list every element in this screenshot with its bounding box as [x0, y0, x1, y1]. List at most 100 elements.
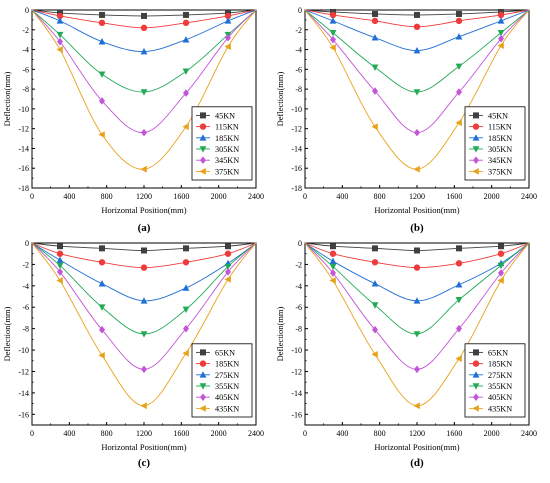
legend-label: 45KN [488, 111, 508, 120]
legend-marker [199, 168, 206, 175]
legend-marker [199, 123, 207, 130]
data-point [455, 260, 463, 267]
legend-label: 435KN [488, 404, 512, 413]
legend-label: 375KN [215, 167, 239, 176]
data-point [497, 11, 505, 19]
legend-marker [472, 360, 480, 367]
data-point [414, 365, 420, 374]
x-tick-label: 2000 [211, 192, 227, 201]
data-point [413, 89, 421, 96]
y-tick-label: -18 [291, 184, 302, 193]
legend-label: 185KN [488, 134, 512, 143]
legend-marker [473, 349, 479, 356]
x-tick-label: 0 [303, 192, 307, 201]
data-point [183, 245, 189, 252]
x-tick-label: 1600 [446, 192, 462, 201]
data-point [371, 17, 379, 25]
data-point [140, 24, 148, 31]
data-point [456, 245, 462, 252]
x-axis-label: Horizontal Position(mm) [101, 442, 186, 452]
data-point [413, 264, 421, 271]
y-axis-label: Deflection(mm) [2, 306, 12, 361]
x-tick-label: 2400 [521, 429, 537, 438]
data-point [141, 365, 147, 374]
data-point [140, 297, 148, 304]
data-point [56, 250, 64, 257]
data-point [329, 44, 336, 51]
data-point [372, 10, 378, 17]
y-tick-label: -8 [295, 325, 302, 334]
data-point [140, 402, 147, 410]
data-point [455, 119, 462, 127]
x-tick-label: 400 [63, 192, 75, 201]
x-tick-label: 400 [336, 429, 348, 438]
data-point [141, 12, 147, 19]
legend-marker [472, 371, 480, 378]
data-point [57, 37, 63, 46]
legend-label: 405KN [215, 393, 239, 402]
legend-label: 185KN [488, 360, 512, 369]
x-tick-label: 2400 [521, 192, 537, 201]
data-point [498, 34, 504, 43]
data-point [413, 331, 421, 338]
data-point [140, 165, 147, 173]
data-point [182, 36, 190, 43]
legend-label: 115KN [488, 123, 512, 132]
y-tick-label: -2 [22, 260, 29, 269]
legend-label: 375KN [488, 167, 512, 176]
data-point [371, 123, 378, 131]
y-tick-label: -10 [18, 105, 29, 114]
data-point [140, 89, 148, 96]
y-tick-label: -12 [18, 125, 29, 134]
data-point [141, 128, 147, 137]
data-point [98, 259, 106, 266]
legend-label: 345KN [488, 156, 512, 165]
data-point [497, 42, 504, 49]
data-point [98, 352, 105, 359]
y-tick-label: 0 [25, 6, 29, 15]
data-point [372, 325, 378, 334]
legend-box [464, 343, 526, 418]
data-point [224, 276, 231, 283]
y-tick-label: -16 [18, 410, 29, 419]
data-point [371, 302, 379, 309]
legend-label: 45KN [215, 111, 235, 120]
y-tick-label: -6 [22, 303, 29, 312]
x-tick-label: 1200 [409, 429, 425, 438]
legend-label: 275KN [215, 371, 239, 380]
data-point [455, 33, 463, 40]
y-tick-label: -2 [22, 26, 29, 35]
data-point [330, 35, 336, 44]
legend-label: 115KN [215, 123, 239, 132]
x-tick-label: 2000 [484, 429, 500, 438]
y-tick-label: -6 [22, 65, 29, 74]
y-tick-label: 0 [298, 6, 302, 15]
data-point [371, 34, 379, 41]
data-point [225, 33, 231, 42]
y-axis-label: Deflection(mm) [275, 71, 285, 126]
y-axis-label: Deflection(mm) [2, 71, 12, 126]
data-point [455, 63, 463, 70]
data-point [455, 355, 462, 363]
data-point [456, 88, 462, 96]
data-point [455, 281, 463, 288]
x-tick-label: 400 [63, 429, 75, 438]
y-tick-label: -8 [22, 325, 29, 334]
legend-marker [199, 405, 206, 412]
y-tick-label: -16 [291, 164, 302, 173]
y-tick-label: -14 [291, 389, 302, 398]
legend-marker [473, 112, 479, 119]
panel-label: (b) [410, 222, 424, 234]
data-point [140, 264, 148, 271]
x-tick-label: 800 [374, 429, 386, 438]
data-point [98, 71, 106, 78]
chart-panel: 0 400 800 1200 1600 2000 2400 0 -2 -4 -6 -8 -10 -12 -1… [275, 6, 537, 234]
panel-label: (c) [138, 457, 151, 469]
data-point [182, 68, 190, 75]
data-point [56, 262, 64, 270]
y-tick-label: -10 [291, 105, 302, 114]
data-point [330, 269, 336, 277]
data-point [99, 325, 105, 334]
legend-label: 185KN [215, 360, 239, 369]
y-tick-label: -14 [18, 144, 29, 153]
